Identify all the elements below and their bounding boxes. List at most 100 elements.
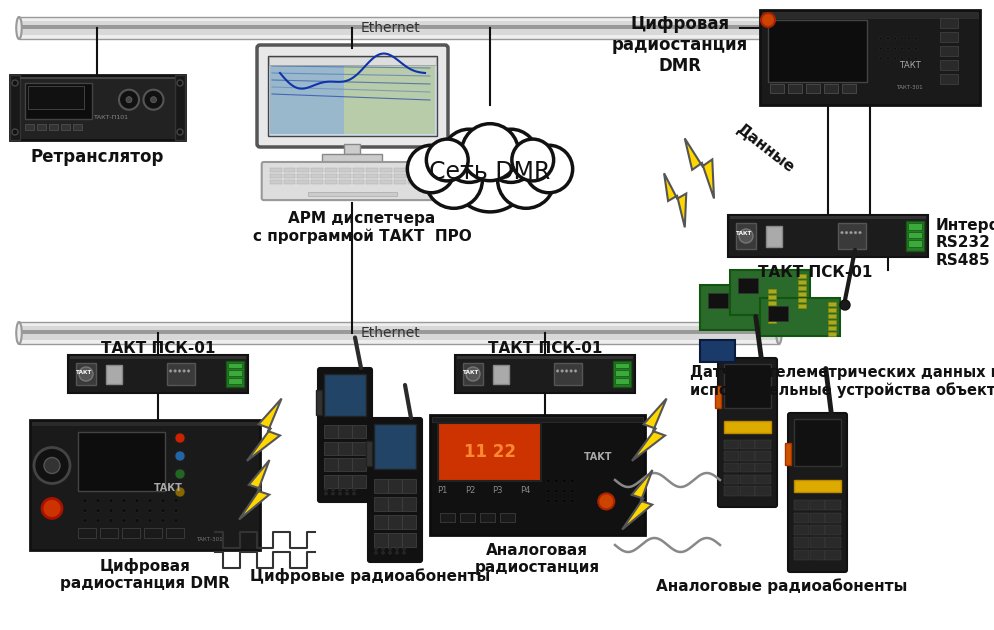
Circle shape (150, 96, 156, 103)
Bar (19, 330, 779, 334)
Circle shape (570, 370, 573, 372)
Bar (388, 534, 402, 547)
Circle shape (12, 80, 18, 86)
Circle shape (555, 479, 558, 483)
Circle shape (403, 547, 406, 550)
Circle shape (547, 479, 550, 483)
Bar (438, 423, 541, 481)
Text: P3: P3 (492, 486, 503, 495)
Circle shape (880, 47, 883, 50)
Text: ТАКТ: ТАКТ (736, 231, 752, 236)
Bar (339, 174, 351, 178)
Bar (0, 600, 994, 630)
Bar (908, 232, 922, 238)
Bar (339, 168, 351, 172)
Bar (728, 215, 928, 257)
Circle shape (547, 499, 550, 503)
FancyBboxPatch shape (257, 45, 448, 147)
Bar (740, 474, 755, 484)
Text: ТАКТ: ТАКТ (463, 370, 479, 375)
Circle shape (854, 231, 857, 234)
Bar (798, 304, 806, 308)
Circle shape (841, 231, 843, 234)
Bar (367, 168, 378, 172)
Circle shape (161, 508, 165, 513)
Bar (825, 513, 841, 523)
Circle shape (83, 518, 87, 523)
Circle shape (83, 498, 87, 503)
Bar (736, 224, 756, 249)
Bar (37, 123, 46, 130)
Bar (715, 386, 721, 408)
Bar (810, 513, 825, 523)
Bar (19, 25, 779, 29)
Bar (269, 174, 281, 178)
Bar (374, 479, 388, 493)
Circle shape (178, 370, 181, 372)
Bar (768, 301, 776, 305)
Bar (316, 389, 322, 415)
Bar (20, 77, 175, 79)
Bar (402, 534, 415, 547)
Circle shape (880, 37, 883, 40)
Bar (380, 168, 392, 172)
Circle shape (484, 129, 538, 183)
Circle shape (177, 129, 183, 135)
Bar (269, 180, 281, 184)
Circle shape (901, 47, 904, 50)
Bar (352, 442, 366, 454)
Circle shape (887, 37, 890, 40)
Bar (455, 355, 635, 393)
Bar (269, 168, 281, 172)
Bar (700, 285, 780, 330)
Bar (32, 422, 258, 426)
Bar (19, 17, 779, 39)
Circle shape (547, 490, 550, 493)
Text: ТАКТ-301: ТАКТ-301 (897, 86, 922, 90)
Circle shape (96, 508, 100, 513)
Bar (828, 320, 836, 324)
Bar (30, 420, 260, 550)
Bar (828, 308, 836, 312)
Circle shape (135, 498, 139, 503)
Bar (388, 479, 402, 493)
Circle shape (169, 370, 172, 372)
Circle shape (894, 57, 897, 60)
Circle shape (148, 518, 152, 523)
Bar (770, 84, 784, 93)
Text: Цифровая
радиостанция DMR: Цифровая радиостанция DMR (60, 558, 230, 592)
Text: Ethernet: Ethernet (360, 21, 419, 35)
Circle shape (353, 492, 356, 495)
Bar (367, 180, 378, 184)
Bar (78, 528, 96, 538)
Bar (421, 174, 433, 178)
Bar (226, 361, 244, 387)
Bar (374, 534, 388, 547)
Circle shape (901, 57, 904, 60)
Bar (810, 537, 825, 547)
Polygon shape (664, 173, 686, 227)
Bar (798, 292, 806, 296)
Bar (325, 168, 337, 172)
Text: ТАКТ-П101: ТАКТ-П101 (94, 115, 129, 120)
Bar (810, 500, 825, 510)
Bar (269, 57, 436, 65)
Text: P4: P4 (521, 486, 531, 495)
Circle shape (575, 370, 577, 372)
Ellipse shape (16, 17, 22, 39)
Bar (493, 365, 509, 384)
Bar (940, 32, 958, 42)
Bar (228, 363, 242, 369)
Bar (311, 174, 323, 178)
Circle shape (739, 229, 753, 243)
Bar (338, 442, 352, 454)
Bar (828, 314, 836, 318)
Circle shape (408, 146, 455, 193)
Circle shape (148, 508, 152, 513)
Bar (440, 513, 455, 522)
Circle shape (908, 37, 911, 40)
Text: 11 22: 11 22 (463, 443, 516, 461)
Bar (806, 84, 820, 93)
Bar (297, 180, 309, 184)
Bar (760, 10, 980, 105)
